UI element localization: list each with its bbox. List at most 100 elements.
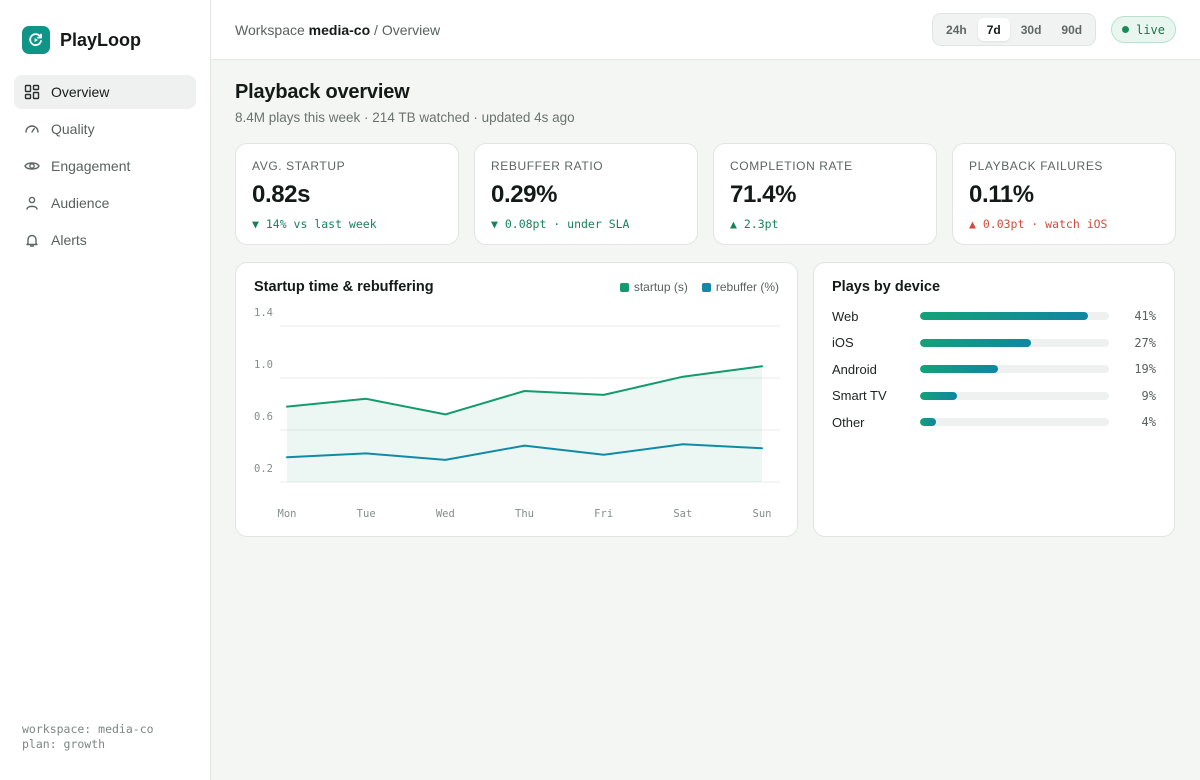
kpi-card-playback-failures[interactable]: PLAYBACK FAILURES 0.11% ▲ 0.03pt · watch… bbox=[952, 143, 1176, 245]
y-tick-label: 1.0 bbox=[254, 359, 273, 371]
x-tick-label: Wed bbox=[436, 508, 455, 520]
chart-legend: startup (s) rebuffer (%) bbox=[619, 280, 779, 294]
gauge-icon bbox=[25, 125, 39, 133]
legend-item-rebuffer[interactable]: rebuffer (%) bbox=[701, 280, 779, 294]
legend-swatch-startup bbox=[619, 282, 629, 292]
eye-icon bbox=[24, 162, 40, 170]
device-row[interactable]: Smart TV 9% bbox=[832, 383, 1156, 410]
kpi-value: 0.11% bbox=[969, 181, 1034, 208]
x-tick-label: Mon bbox=[278, 508, 297, 520]
kpi-value: 71.4% bbox=[730, 181, 797, 208]
sidebar-item-alerts[interactable]: Alerts bbox=[14, 223, 196, 257]
sidebar-footer: workspace: media-co plan: growth bbox=[22, 722, 154, 752]
device-share-label: 27% bbox=[1134, 335, 1156, 350]
device-row[interactable]: Web 41% bbox=[832, 303, 1156, 330]
device-row[interactable]: Android 19% bbox=[832, 356, 1156, 383]
device-bar-fill bbox=[920, 338, 1031, 347]
device-name: Other bbox=[832, 414, 865, 430]
legend-label: rebuffer (%) bbox=[715, 280, 779, 294]
sidebar-item-label: Engagement bbox=[51, 158, 131, 174]
time-range-selector: 24h 7d 30d 90d bbox=[932, 13, 1097, 46]
device-row[interactable]: Other 4% bbox=[832, 409, 1156, 436]
kpi-delta: ▼ 14% vs last week bbox=[252, 217, 377, 231]
startup-area bbox=[287, 366, 762, 482]
user-icon bbox=[26, 196, 38, 210]
sidebar-item-label: Overview bbox=[51, 84, 110, 100]
legend-label: startup (s) bbox=[633, 280, 688, 294]
kpi-value: 0.82s bbox=[252, 181, 311, 208]
device-bar-track bbox=[920, 391, 1109, 400]
device-bar-track bbox=[920, 312, 1109, 321]
sidebar-item-overview[interactable]: Overview bbox=[14, 75, 196, 109]
live-dot-icon bbox=[1122, 26, 1130, 33]
device-bar-fill bbox=[920, 418, 937, 427]
kpi-delta: ▼ 0.08pt · under SLA bbox=[491, 217, 630, 231]
sidebar-item-audience[interactable]: Audience bbox=[14, 186, 196, 220]
topbar-controls: 24h 7d 30d 90d live bbox=[932, 13, 1176, 46]
sidebar-item-quality[interactable]: Quality bbox=[14, 112, 196, 146]
panel-row: Startup time & rebuffering startup (s) r… bbox=[235, 262, 1176, 537]
x-tick-label: Fri bbox=[594, 508, 613, 520]
kpi-value: 0.29% bbox=[491, 181, 558, 208]
workspace-label: workspace: media-co bbox=[22, 722, 154, 736]
topbar: Workspace media-co / Overview 24h 7d 30d… bbox=[211, 0, 1200, 60]
legend-item-startup[interactable]: startup (s) bbox=[619, 280, 688, 294]
kpi-delta: ▲ 0.03pt · watch iOS bbox=[969, 217, 1108, 231]
breadcrumb-workspace[interactable]: media-co bbox=[308, 21, 371, 38]
kpi-card-avg-startup[interactable]: AVG. STARTUP 0.82s ▼ 14% vs last week bbox=[235, 143, 459, 245]
range-30d-button[interactable]: 30d bbox=[1020, 22, 1042, 37]
device-name: Web bbox=[832, 308, 859, 324]
content: Playback overview 8.4M plays this week ·… bbox=[211, 60, 1200, 537]
brand-name: PlayLoop bbox=[60, 29, 142, 50]
range-24h-button[interactable]: 24h bbox=[946, 22, 967, 37]
breadcrumb-separator: / bbox=[374, 21, 378, 38]
startup-rebuffer-chart-panel: Startup time & rebuffering startup (s) r… bbox=[235, 262, 798, 537]
device-bar-fill bbox=[920, 312, 1089, 321]
device-share-label: 4% bbox=[1141, 415, 1156, 430]
device-row[interactable]: iOS 27% bbox=[832, 330, 1156, 357]
device-name: Smart TV bbox=[832, 388, 887, 404]
range-7d-button[interactable]: 7d bbox=[977, 18, 1010, 41]
kpi-delta: ▲ 2.3pt bbox=[730, 217, 779, 231]
kpi-card-completion-rate[interactable]: COMPLETION RATE 71.4% ▲ 2.3pt bbox=[713, 143, 937, 245]
sidebar: PlayLoop Overview Quality Engagement bbox=[0, 0, 211, 780]
sidebar-item-label: Quality bbox=[51, 121, 95, 137]
main: Workspace media-co / Overview 24h 7d 30d… bbox=[211, 0, 1200, 780]
x-tick-label: Tue bbox=[357, 508, 376, 520]
breadcrumb-prefix: Workspace bbox=[235, 21, 305, 38]
device-share-label: 19% bbox=[1134, 362, 1156, 377]
page-title: Playback overview bbox=[235, 81, 410, 103]
y-tick-label: 0.6 bbox=[254, 411, 273, 423]
sidebar-item-engagement[interactable]: Engagement bbox=[14, 149, 196, 183]
plan-label: plan: growth bbox=[22, 737, 106, 751]
bell-icon bbox=[26, 234, 38, 247]
legend-swatch-rebuffer bbox=[701, 282, 711, 292]
kpi-card-rebuffer-ratio[interactable]: REBUFFER RATIO 0.29% ▼ 0.08pt · under SL… bbox=[474, 143, 698, 245]
range-90d-button[interactable]: 90d bbox=[1061, 22, 1083, 37]
y-tick-label: 0.2 bbox=[254, 463, 273, 475]
kpi-label: COMPLETION RATE bbox=[730, 159, 853, 173]
kpi-label: AVG. STARTUP bbox=[252, 159, 346, 173]
plays-by-device-panel: Plays by device Web 41% iOS 27% Android 19% Sm… bbox=[813, 262, 1175, 537]
chart-title: Startup time & rebuffering bbox=[254, 279, 434, 295]
breadcrumb: Workspace media-co / Overview bbox=[235, 22, 440, 38]
breadcrumb-page: Overview bbox=[381, 21, 441, 38]
brand[interactable]: PlayLoop bbox=[14, 26, 196, 54]
device-bar-track bbox=[920, 338, 1109, 347]
devices-title: Plays by device bbox=[832, 279, 941, 295]
page-subtitle: 8.4M plays this week · 214 TB watched · … bbox=[235, 110, 575, 125]
grid-icon bbox=[24, 84, 40, 100]
live-status-badge[interactable]: live bbox=[1111, 16, 1176, 43]
device-bar-track bbox=[920, 365, 1109, 374]
sidebar-nav: Overview Quality Engagement Audience Ale… bbox=[14, 75, 196, 257]
device-name: iOS bbox=[832, 335, 854, 351]
device-bar-fill bbox=[920, 365, 999, 374]
device-bar-fill bbox=[920, 391, 957, 400]
line-chart: 1.4 1.0 0.6 0.2 Mon Tue Wed Thu Fri Sat Sun bbox=[254, 307, 780, 520]
playloop-logo-icon bbox=[22, 26, 50, 54]
x-tick-label: Sun bbox=[753, 508, 772, 520]
kpi-row: AVG. STARTUP 0.82s ▼ 14% vs last week RE… bbox=[235, 143, 1176, 245]
sidebar-item-label: Alerts bbox=[51, 232, 87, 248]
device-list: Web 41% iOS 27% Android 19% Smart TV 9% Other 4% bbox=[832, 303, 1156, 436]
device-share-label: 9% bbox=[1141, 388, 1156, 403]
